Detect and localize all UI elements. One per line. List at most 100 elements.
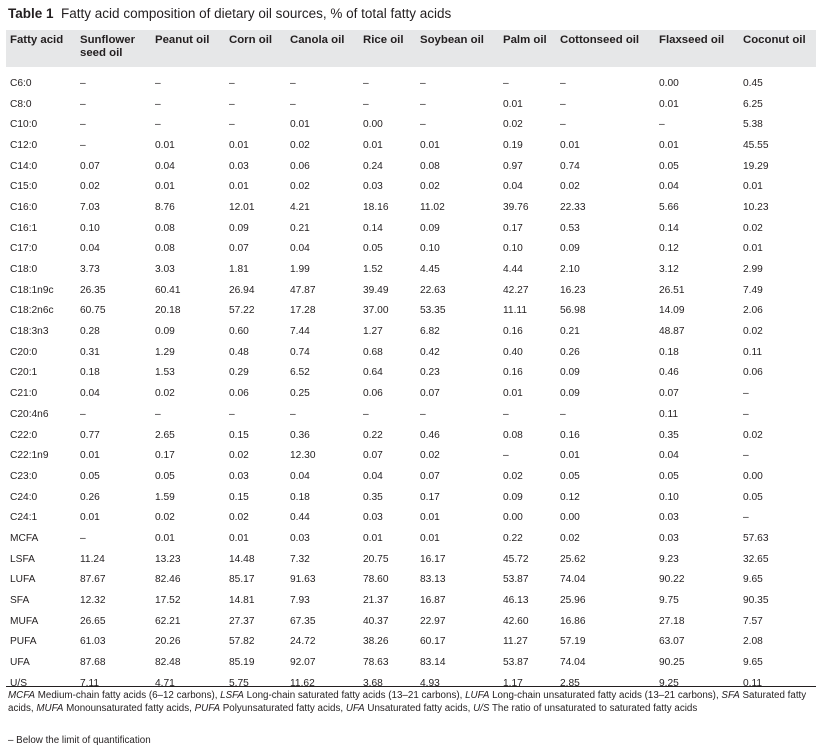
column-header: Flaxseed oil [659, 34, 725, 46]
value-cell: 92.07 [290, 657, 316, 669]
fatty-acid-name-cell: C12:0 [10, 139, 38, 151]
value-cell: 9.65 [743, 574, 763, 586]
value-cell: 3.03 [155, 264, 175, 276]
value-cell: 0.26 [560, 346, 580, 358]
value-cell: – [80, 98, 86, 110]
value-cell: 8.76 [155, 201, 175, 213]
value-cell: 2.65 [155, 429, 175, 441]
value-cell: 37.00 [363, 305, 389, 317]
value-cell: 38.26 [363, 636, 389, 648]
value-cell: 24.72 [290, 636, 316, 648]
value-cell: 4.93 [420, 677, 440, 689]
table-row: C24:0 0.26 1.59 0.15 0.18 0.35 0.17 0.09 0.12 0.1… [6, 487, 816, 508]
value-cell: 0.36 [290, 429, 310, 441]
value-cell: 0.12 [560, 491, 580, 503]
value-cell: 0.22 [503, 532, 523, 544]
value-cell: 7.49 [743, 284, 763, 296]
value-cell: 0.10 [659, 491, 679, 503]
value-cell: 2.06 [743, 305, 763, 317]
table-row: C20:1 0.18 1.53 0.29 6.52 0.64 0.23 0.16 0.09 0.4… [6, 363, 816, 384]
fatty-acid-name-cell: SFA [10, 595, 30, 607]
value-cell: 0.00 [659, 77, 679, 89]
value-cell: 12.30 [290, 450, 316, 462]
value-cell: 0.48 [229, 346, 249, 358]
value-cell: 0.17 [503, 222, 523, 234]
value-cell: 1.29 [155, 346, 175, 358]
value-cell: 83.14 [420, 657, 446, 669]
fatty-acid-name-cell: C17:0 [10, 243, 38, 255]
value-cell: 0.07 [80, 160, 100, 172]
table-row: C18:2n6c 60.75 20.18 57.22 17.28 37.00 53.35 11… [6, 301, 816, 322]
fatty-acid-name-cell: C18:1n9c [10, 284, 54, 296]
value-cell: 0.97 [503, 160, 523, 172]
value-cell: 0.15 [229, 491, 249, 503]
abbreviation-definition: Saturated fatty acids, [8, 690, 807, 714]
value-cell: 0.05 [743, 491, 763, 503]
abbreviation-definition: Unsaturated fatty acids, [364, 703, 474, 714]
value-cell: 7.44 [290, 326, 310, 338]
value-cell: 32.65 [743, 553, 769, 565]
value-cell: 0.07 [229, 243, 249, 255]
value-cell: 0.01 [659, 98, 679, 110]
value-cell: – [80, 119, 86, 131]
value-cell: – [229, 98, 235, 110]
value-cell: 53.87 [503, 574, 529, 586]
value-cell: 45.72 [503, 553, 529, 565]
value-cell: 0.29 [229, 367, 249, 379]
value-cell: 17.28 [290, 305, 316, 317]
fatty-acid-name-cell: C22:0 [10, 429, 38, 441]
fatty-acid-name-cell: MUFA [10, 615, 39, 627]
table-row: C24:1 0.01 0.02 0.02 0.44 0.03 0.01 0.00 0.00 0.0… [6, 507, 816, 528]
value-cell: 5.66 [659, 201, 679, 213]
value-cell: 1.59 [155, 491, 175, 503]
value-cell: 0.08 [155, 222, 175, 234]
value-cell: 0.17 [155, 450, 175, 462]
value-cell: 19.29 [743, 160, 769, 172]
table-row: C14:0 0.07 0.04 0.03 0.06 0.24 0.08 0.97 0.74 0.0… [6, 156, 816, 177]
value-cell: 25.96 [560, 595, 586, 607]
value-cell: – [80, 77, 86, 89]
value-cell: 0.01 [229, 181, 249, 193]
value-cell: – [229, 119, 235, 131]
value-cell: 26.65 [80, 615, 106, 627]
abbreviation-term: UFA [345, 703, 365, 714]
column-header: Canola oil [290, 34, 345, 46]
value-cell: – [743, 388, 749, 400]
value-cell: 0.02 [155, 388, 175, 400]
value-cell: 0.03 [363, 181, 383, 193]
fatty-acid-name-cell: C22:1n9 [10, 450, 49, 462]
value-cell: 9.65 [743, 657, 763, 669]
value-cell: – [80, 532, 86, 544]
value-cell: – [420, 98, 426, 110]
fatty-acid-name-cell: C24:1 [10, 512, 38, 524]
value-cell: 0.08 [155, 243, 175, 255]
value-cell: 0.02 [229, 450, 249, 462]
fatty-acid-name-cell: C8:0 [10, 98, 32, 110]
value-cell: 0.01 [229, 139, 249, 151]
table-row: MCFA – 0.01 0.01 0.03 0.01 0.01 0.22 0.02 0.03 57.… [6, 528, 816, 549]
table-row: C20:4n6 – – – – – – – – 0.11 – [6, 404, 816, 425]
value-cell: 16.23 [560, 284, 586, 296]
value-cell: 0.02 [420, 181, 440, 193]
fatty-acid-name-cell: C21:0 [10, 388, 38, 400]
value-cell: 0.03 [290, 532, 310, 544]
value-cell: – [363, 98, 369, 110]
value-cell: 0.09 [560, 388, 580, 400]
value-cell: 5.38 [743, 119, 763, 131]
value-cell: 0.35 [363, 491, 383, 503]
value-cell: 13.23 [155, 553, 181, 565]
value-cell: 0.18 [659, 346, 679, 358]
fatty-acid-name-cell: C24:0 [10, 491, 38, 503]
value-cell: 0.06 [743, 367, 763, 379]
value-cell: 62.21 [155, 615, 181, 627]
value-cell: – [155, 408, 161, 420]
value-cell: 0.03 [659, 512, 679, 524]
value-cell: 7.11 [80, 677, 100, 689]
value-cell: 42.60 [503, 615, 529, 627]
fatty-acid-name-cell: C14:0 [10, 160, 38, 172]
value-cell: 4.45 [420, 264, 440, 276]
value-cell: – [560, 77, 566, 89]
value-cell: 0.60 [229, 326, 249, 338]
value-cell: – [420, 408, 426, 420]
value-cell: 1.17 [503, 677, 523, 689]
